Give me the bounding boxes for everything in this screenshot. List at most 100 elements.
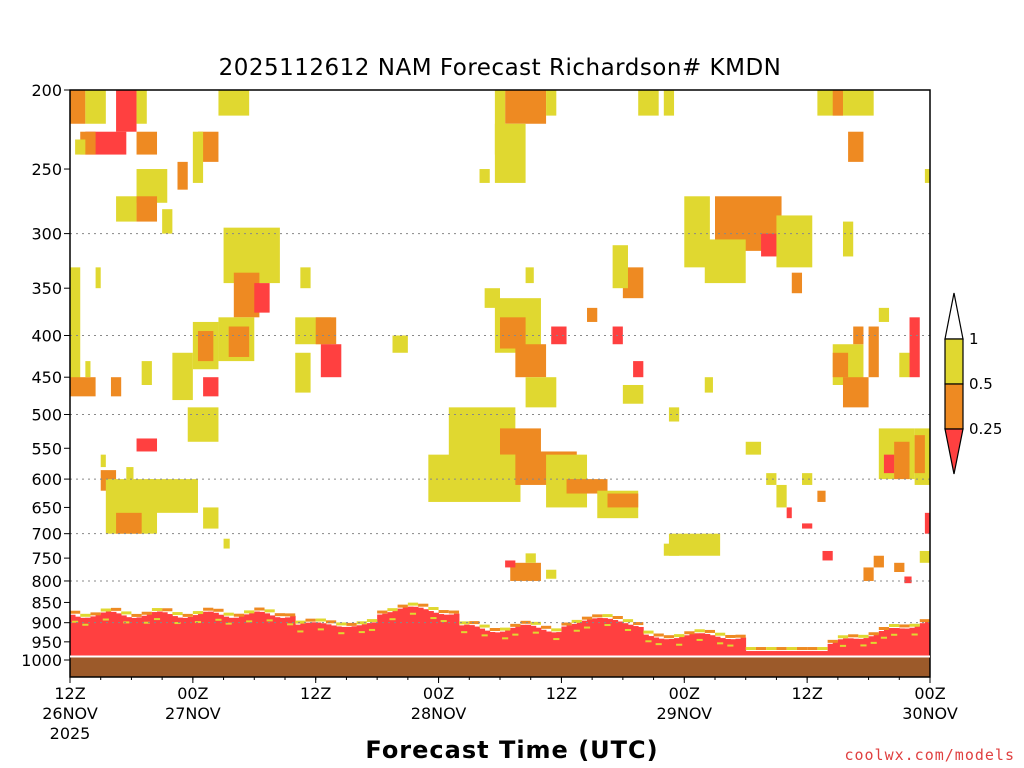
pbl-streak xyxy=(878,627,890,631)
pbl-column xyxy=(141,615,148,659)
ri-cell xyxy=(863,567,874,581)
ri-cell xyxy=(817,90,874,116)
ri-cell xyxy=(873,555,884,568)
pbl-column xyxy=(187,616,194,659)
pbl-column xyxy=(315,622,322,659)
ri-cell xyxy=(904,576,912,584)
ri-cell xyxy=(894,562,905,573)
pbl-streak xyxy=(153,618,161,621)
pbl-column xyxy=(320,623,327,659)
pbl-streak xyxy=(358,631,365,634)
pbl-streak xyxy=(336,622,347,626)
pbl-streak xyxy=(919,619,930,623)
pbl-column xyxy=(75,616,81,659)
ri-cell xyxy=(510,562,541,581)
ri-cell xyxy=(197,331,214,362)
pbl-column xyxy=(658,638,665,659)
pbl-streak xyxy=(151,608,163,612)
pbl-streak xyxy=(663,635,675,639)
pbl-column xyxy=(889,628,895,659)
ri-cell xyxy=(802,473,813,485)
pbl-streak xyxy=(172,612,183,616)
pbl-column xyxy=(192,615,199,659)
ri-cell xyxy=(500,317,526,349)
pbl-column xyxy=(627,624,634,659)
pbl-streak xyxy=(287,623,294,626)
x-tick-label-time: 00Z xyxy=(423,684,454,703)
pbl-streak xyxy=(502,637,509,640)
pbl-column xyxy=(489,632,496,659)
pbl-streak xyxy=(213,608,224,612)
y-tick-label: 800 xyxy=(31,572,62,591)
y-tick-label: 200 xyxy=(31,81,62,100)
ri-cell xyxy=(668,407,680,422)
ri-cell xyxy=(551,326,567,345)
pbl-column xyxy=(592,618,598,659)
ri-cell xyxy=(914,435,925,474)
ri-cell xyxy=(116,512,142,534)
pbl-column xyxy=(622,623,629,659)
pbl-column xyxy=(612,620,619,659)
pbl-streak xyxy=(418,603,429,607)
pbl-column xyxy=(786,651,793,659)
pbl-streak xyxy=(827,639,838,643)
pbl-column xyxy=(607,618,614,659)
pbl-column xyxy=(157,611,163,659)
pbl-streak xyxy=(889,624,900,628)
pbl-streak xyxy=(346,622,357,626)
chart-title: 2025112612 NAM Forecast Richardson# KMDN xyxy=(219,55,782,81)
pbl-column xyxy=(791,651,798,659)
ri-cell xyxy=(622,267,644,299)
ri-cell xyxy=(300,267,311,289)
ri-cell xyxy=(822,550,833,561)
pbl-streak xyxy=(633,622,644,626)
pbl-streak xyxy=(694,629,705,633)
pbl-streak xyxy=(82,623,89,626)
pbl-column xyxy=(540,629,547,659)
ri-cell xyxy=(223,538,230,549)
pbl-column xyxy=(761,651,767,659)
pbl-column xyxy=(873,633,880,659)
pbl-column xyxy=(689,633,695,659)
pbl-column xyxy=(827,643,834,659)
x-tick-label-time: 12Z xyxy=(546,684,577,703)
pbl-streak xyxy=(870,641,877,644)
pbl-streak xyxy=(551,628,562,632)
pbl-column xyxy=(848,638,854,659)
x-tick-label-time: 12Z xyxy=(54,684,85,703)
pbl-column xyxy=(546,631,552,659)
x-axis-label: Forecast Time (UTC) xyxy=(365,736,658,764)
credit-text[interactable]: coolwx.com/models xyxy=(844,746,1015,764)
y-tick-label: 1000 xyxy=(21,651,62,670)
pbl-streak xyxy=(407,602,419,606)
pbl-column xyxy=(781,651,788,659)
pbl-streak xyxy=(387,608,398,612)
pbl-column xyxy=(336,626,342,659)
pbl-column xyxy=(295,624,301,659)
pbl-column xyxy=(858,638,864,659)
pbl-column xyxy=(674,638,680,659)
ri-cell xyxy=(546,90,557,116)
pbl-column xyxy=(704,633,711,659)
pbl-column xyxy=(648,636,654,659)
pbl-streak xyxy=(755,647,767,651)
pbl-streak xyxy=(530,621,541,625)
ri-cell xyxy=(612,245,628,289)
pbl-streak xyxy=(571,619,582,623)
pbl-column xyxy=(715,636,721,659)
colorbar-label: 0.25 xyxy=(969,420,1002,438)
pbl-column xyxy=(530,625,537,659)
pbl-streak xyxy=(100,608,111,612)
pbl-streak xyxy=(704,629,715,633)
pbl-column xyxy=(90,616,96,659)
pbl-column xyxy=(796,651,803,659)
pbl-streak xyxy=(356,621,367,625)
y-tick-label: 450 xyxy=(31,368,62,387)
pbl-streak xyxy=(786,647,797,651)
pbl-streak xyxy=(839,644,847,647)
pbl-column xyxy=(377,614,383,659)
pbl-column xyxy=(699,633,706,659)
pbl-streak xyxy=(674,634,685,638)
ri-cell xyxy=(663,90,675,116)
ri-cell xyxy=(622,384,644,404)
